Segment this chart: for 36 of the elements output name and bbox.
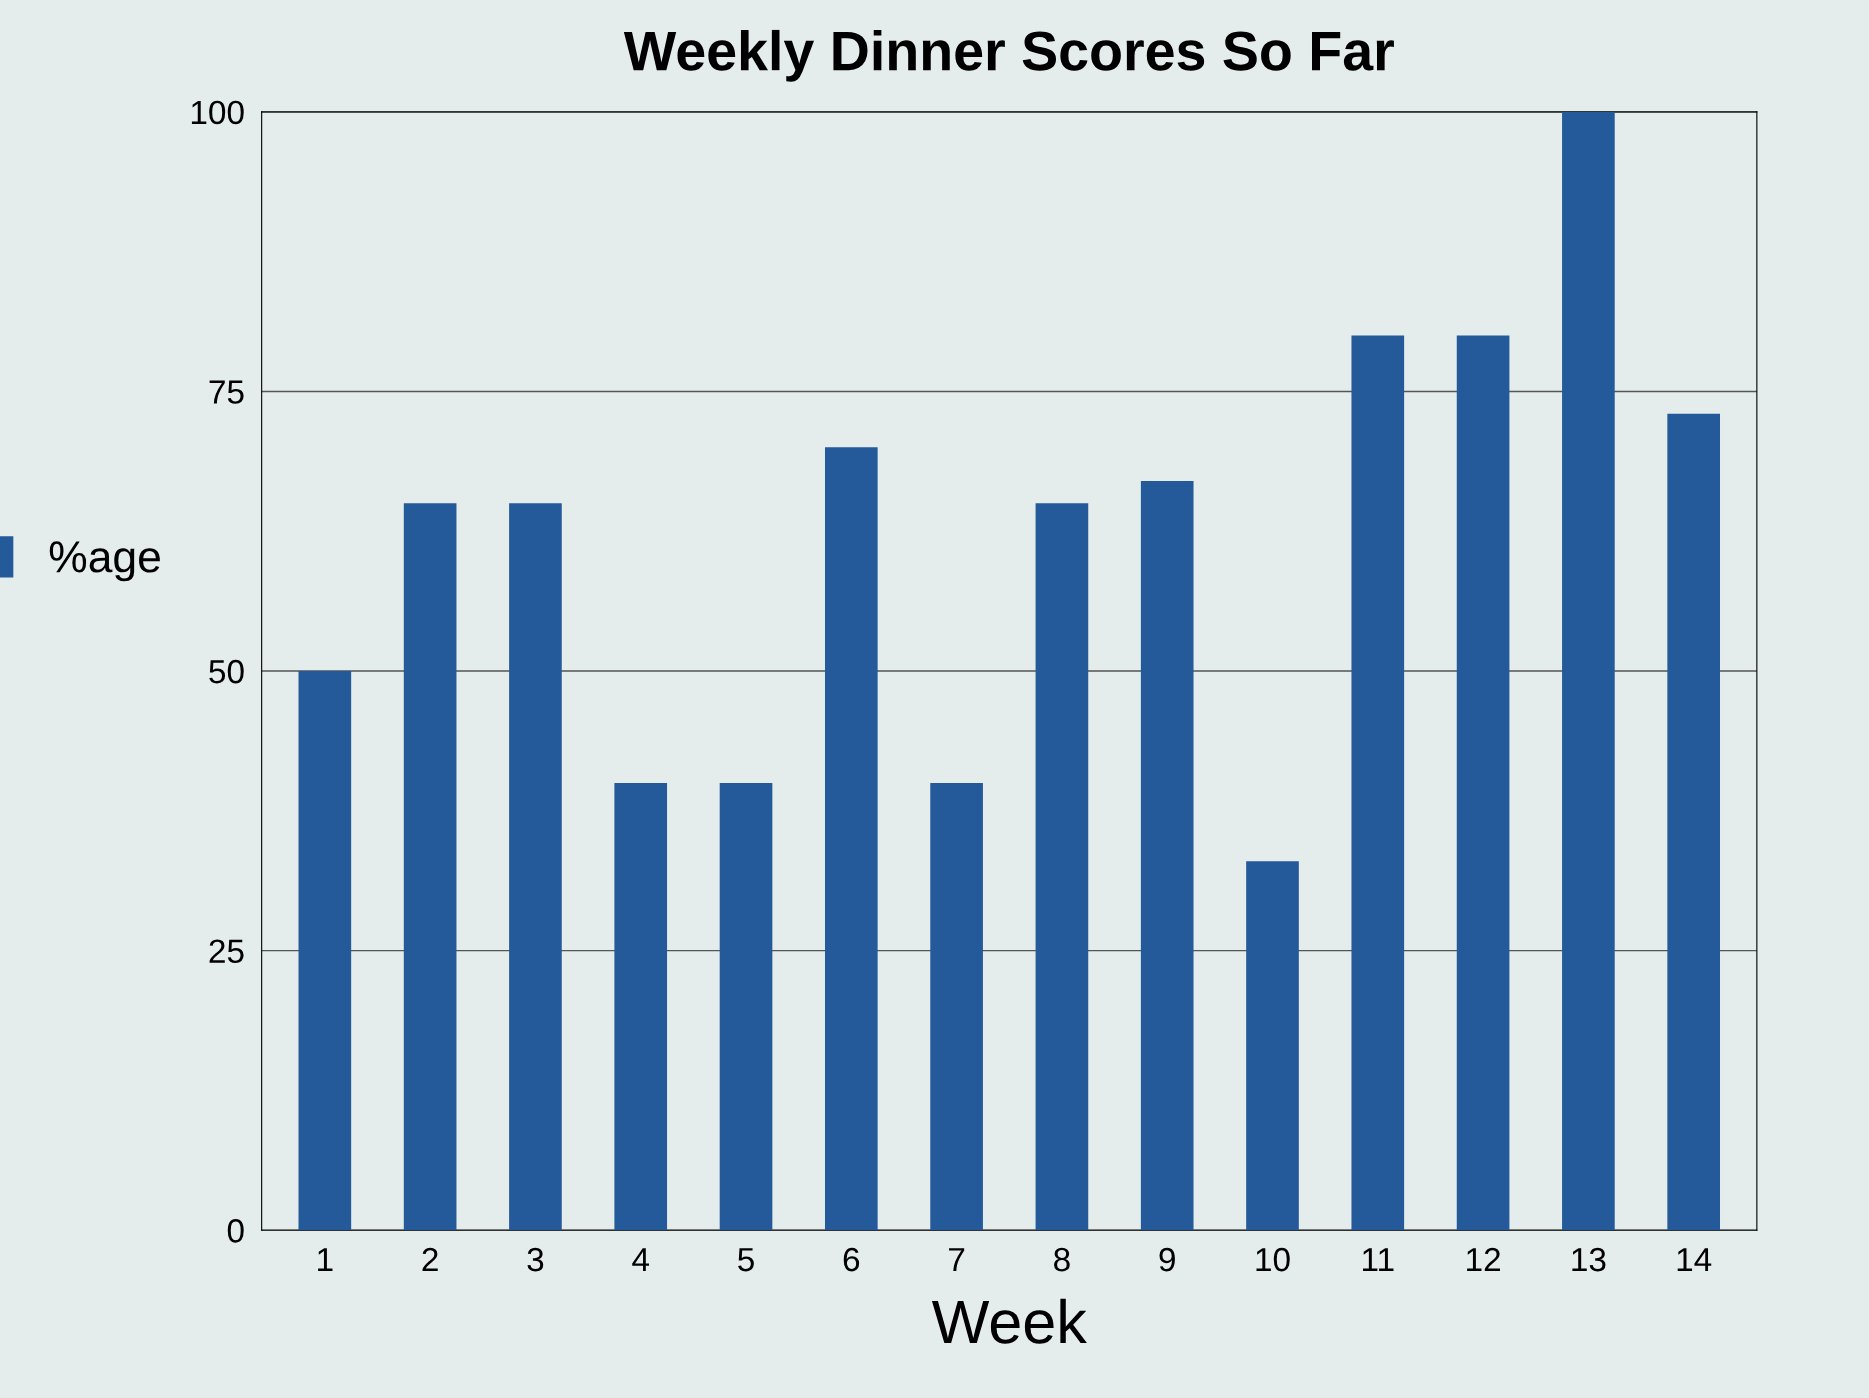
- bar: [1351, 335, 1405, 1231]
- x-tick-label: 10: [1256, 1247, 1290, 1272]
- x-axis-title: Week: [931, 1298, 1087, 1344]
- bar: [509, 503, 562, 1231]
- chart-title: Weekly Dinner Scores So Far: [623, 29, 1394, 82]
- bar: [930, 782, 983, 1231]
- y-tick-label: 0: [227, 1219, 244, 1243]
- y-tick-label: 25: [209, 939, 244, 964]
- x-tick-label: 2: [422, 1247, 438, 1272]
- x-tick-label: 11: [1363, 1248, 1394, 1272]
- bar: [1667, 413, 1721, 1231]
- x-tick-label: 6: [843, 1247, 860, 1272]
- y-tick-label: 50: [209, 659, 244, 684]
- bar: [1140, 480, 1194, 1231]
- bar: [1562, 111, 1615, 1231]
- bar: [1456, 335, 1510, 1231]
- x-tick-label: 4: [632, 1248, 650, 1272]
- bar: [298, 671, 352, 1231]
- x-tick-label: 1: [318, 1248, 333, 1272]
- x-tick-label: 13: [1572, 1247, 1606, 1272]
- x-tick-label: 14: [1677, 1248, 1712, 1272]
- bar: [403, 503, 457, 1231]
- legend-label: %age: [49, 541, 160, 582]
- bar: [824, 447, 878, 1231]
- x-tick-label: 12: [1467, 1247, 1500, 1272]
- y-tick-label: 100: [191, 100, 244, 125]
- y-tick-label: 75: [209, 380, 244, 404]
- x-tick-label: 7: [949, 1248, 965, 1272]
- x-tick-label: 9: [1159, 1247, 1175, 1272]
- bar: [719, 782, 773, 1231]
- x-tick-label: 5: [738, 1248, 754, 1272]
- bar: [614, 782, 668, 1231]
- x-tick-label: 3: [527, 1247, 544, 1272]
- bar: [1035, 503, 1089, 1231]
- x-tick-label: 8: [1054, 1247, 1070, 1272]
- bar: [1246, 861, 1299, 1231]
